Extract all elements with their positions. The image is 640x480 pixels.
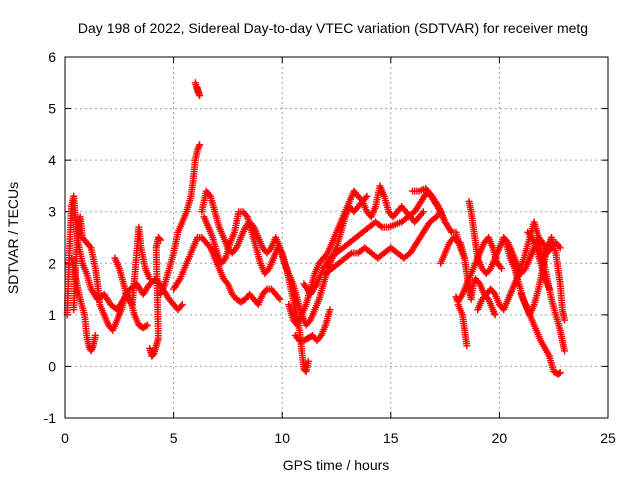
x-tick-label: 15 [383, 430, 399, 446]
data-point-marker [463, 342, 471, 350]
data-point-marker [491, 311, 499, 319]
x-tick-label: 25 [600, 430, 616, 446]
data-point-marker [149, 351, 157, 359]
data-point-marker [144, 321, 152, 329]
x-tick-label: 20 [492, 430, 508, 446]
y-tick-label: 4 [48, 152, 56, 168]
data-points [63, 79, 569, 378]
data-point-marker [556, 244, 564, 252]
data-point-marker [555, 369, 563, 377]
data-point-marker [193, 84, 201, 92]
data-point-marker [419, 208, 427, 216]
data-point-marker [376, 222, 384, 230]
plot-frame [64, 56, 609, 419]
x-tick-label: 5 [170, 430, 178, 446]
data-point-marker [194, 144, 202, 152]
data-point-marker [157, 236, 165, 244]
y-tick-label: 1 [48, 307, 56, 323]
data-point-marker [561, 347, 569, 355]
x-axis-label: GPS time / hours [283, 457, 390, 473]
data-point-marker [178, 301, 186, 309]
data-point-marker [142, 322, 150, 330]
data-point-marker [363, 192, 371, 200]
y-tick-label: 5 [48, 101, 56, 117]
data-point-marker [155, 235, 163, 243]
data-point-marker [304, 357, 312, 365]
data-point-marker [561, 316, 569, 324]
y-tick-label: 3 [48, 204, 56, 220]
x-tick-label: 0 [61, 430, 69, 446]
y-tick-label: 2 [48, 255, 56, 271]
y-tick-label: 0 [48, 358, 56, 374]
data-point-marker [146, 275, 154, 283]
data-point-marker [545, 285, 553, 293]
data-point-marker [346, 250, 354, 258]
x-tick-label: 10 [274, 430, 290, 446]
data-point-marker [196, 141, 204, 149]
data-point-marker [326, 306, 334, 314]
y-tick-label: -1 [44, 410, 57, 426]
data-point-marker [556, 369, 564, 377]
data-point-marker [276, 295, 284, 303]
data-point-marker [91, 331, 99, 339]
y-axis-label: SDTVAR / TECUs [5, 182, 21, 294]
y-tick-label: 6 [48, 49, 56, 65]
chart-title: Day 198 of 2022, Sidereal Day-to-day VTE… [78, 20, 588, 36]
data-point-marker [498, 264, 506, 272]
